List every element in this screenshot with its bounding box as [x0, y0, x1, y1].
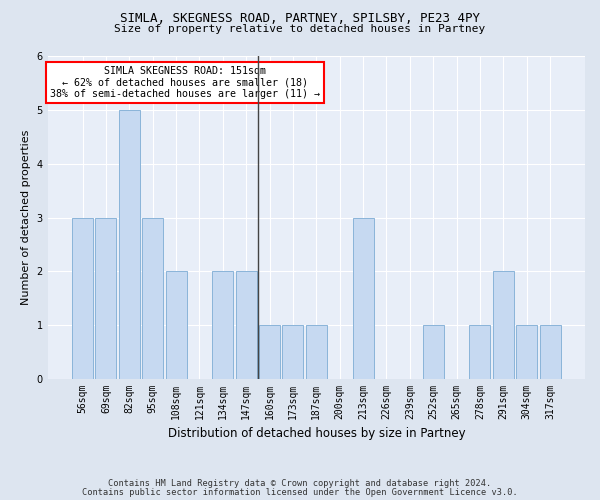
- Bar: [516, 325, 537, 378]
- Bar: [493, 271, 514, 378]
- Bar: [119, 110, 140, 378]
- Bar: [422, 325, 444, 378]
- Bar: [72, 218, 93, 378]
- X-axis label: Distribution of detached houses by size in Partney: Distribution of detached houses by size …: [167, 427, 465, 440]
- Bar: [236, 271, 257, 378]
- Bar: [283, 325, 304, 378]
- Bar: [539, 325, 560, 378]
- Text: Contains HM Land Registry data © Crown copyright and database right 2024.: Contains HM Land Registry data © Crown c…: [109, 478, 491, 488]
- Bar: [95, 218, 116, 378]
- Text: SIMLA SKEGNESS ROAD: 151sqm
← 62% of detached houses are smaller (18)
38% of sem: SIMLA SKEGNESS ROAD: 151sqm ← 62% of det…: [50, 66, 320, 100]
- Text: Contains public sector information licensed under the Open Government Licence v3: Contains public sector information licen…: [82, 488, 518, 497]
- Bar: [469, 325, 490, 378]
- Bar: [259, 325, 280, 378]
- Y-axis label: Number of detached properties: Number of detached properties: [21, 130, 31, 305]
- Text: SIMLA, SKEGNESS ROAD, PARTNEY, SPILSBY, PE23 4PY: SIMLA, SKEGNESS ROAD, PARTNEY, SPILSBY, …: [120, 12, 480, 26]
- Bar: [212, 271, 233, 378]
- Bar: [306, 325, 327, 378]
- Bar: [166, 271, 187, 378]
- Bar: [353, 218, 374, 378]
- Text: Size of property relative to detached houses in Partney: Size of property relative to detached ho…: [115, 24, 485, 34]
- Bar: [142, 218, 163, 378]
